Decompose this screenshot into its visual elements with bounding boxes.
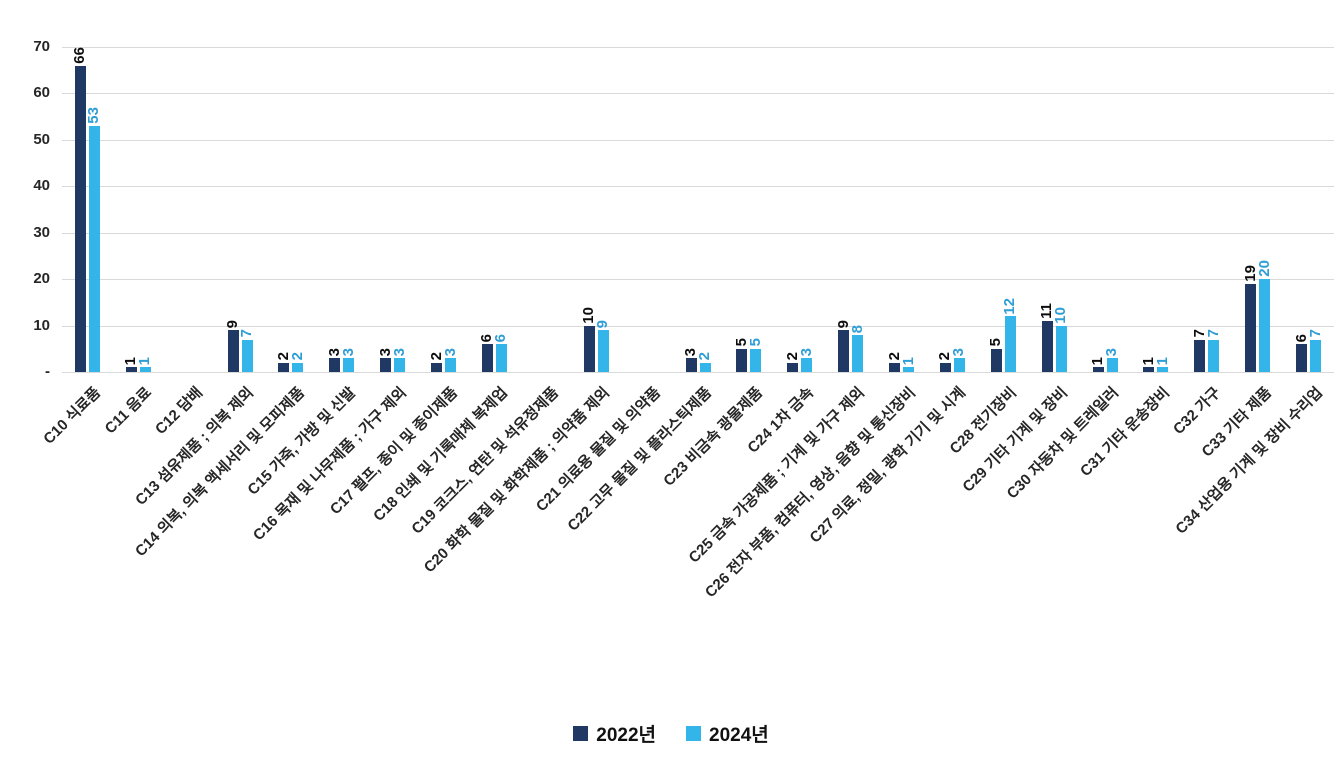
bar-series-2 (292, 362, 304, 372)
gridline (62, 186, 1334, 188)
bar-series-2 (343, 358, 355, 372)
legend-swatch (686, 726, 701, 741)
legend-label: 2024년 (709, 725, 769, 746)
value-label: 7 (1306, 329, 1324, 338)
value-label: 5 (987, 338, 1005, 347)
bar-series-2 (1055, 325, 1067, 372)
legend-swatch (573, 726, 589, 741)
y-axis-tick-label: 40 (33, 177, 50, 195)
gridline (62, 93, 1334, 95)
bar-series-1 (74, 65, 86, 372)
value-label: 1 (899, 357, 917, 366)
bar-series-1 (227, 330, 239, 372)
bar-series-2 (903, 367, 915, 372)
bar-series-2 (241, 339, 253, 372)
y-axis-tick-label: 60 (33, 84, 50, 102)
bar-series-1 (1245, 283, 1257, 372)
value-label: 1 (1089, 357, 1107, 366)
value-label: 3 (441, 347, 459, 357)
bar-series-2 (139, 367, 151, 372)
value-label: 1 (1153, 357, 1171, 366)
y-axis-tick-label: 30 (33, 223, 50, 241)
gridline (62, 372, 1334, 373)
value-label: 3 (1103, 347, 1121, 357)
bar-series-1 (1143, 367, 1155, 372)
gridline (62, 325, 1334, 327)
value-label: 53 (85, 107, 103, 124)
value-label: 7 (238, 329, 256, 338)
value-label: 12 (1001, 297, 1019, 315)
bar-series-2 (445, 358, 457, 372)
bar-series-2 (394, 358, 406, 372)
bar-series-2 (88, 125, 100, 372)
value-label: 20 (1255, 260, 1273, 278)
y-axis-tick-label: 50 (33, 130, 50, 148)
bar-series-1 (685, 358, 697, 372)
bar-series-2 (597, 330, 609, 372)
bar-series-1 (431, 362, 443, 372)
bar-series-2 (1157, 367, 1169, 372)
bar-series-1 (380, 358, 392, 372)
bar-series-1 (583, 325, 595, 372)
bar-series-1 (1194, 339, 1206, 372)
bar-series-1 (125, 367, 137, 372)
bar-series-2 (699, 362, 711, 372)
value-label: 3 (797, 347, 815, 357)
bar-series-1 (1092, 367, 1104, 372)
bar-series-2 (1106, 358, 1118, 372)
bar-series-1 (939, 362, 951, 372)
value-label: 10 (1052, 306, 1070, 324)
bar-series-1 (1041, 320, 1053, 372)
y-axis-tick-label: 20 (33, 270, 50, 288)
legend-item: 2022년 (573, 720, 656, 747)
value-label: 7 (1204, 329, 1222, 338)
value-label: 8 (848, 324, 866, 333)
y-axis-tick-label: 10 (33, 316, 50, 334)
gridline (62, 47, 1334, 48)
bar-series-2 (750, 348, 762, 372)
bar-series-1 (1296, 344, 1308, 372)
value-label: 66 (71, 46, 89, 64)
value-label: 5 (746, 338, 764, 347)
bar-series-1 (990, 348, 1002, 372)
bar-series-1 (787, 362, 799, 372)
bar-series-2 (1310, 339, 1322, 372)
bar-series-1 (736, 348, 748, 372)
bar-series-2 (1259, 279, 1271, 372)
bar-series-2 (1208, 339, 1220, 372)
legend-item: 2024년 (686, 720, 769, 747)
chart-legend: 2022년 2024년 (0, 720, 1342, 747)
bar-series-1 (278, 362, 290, 372)
bar-series-1 (889, 362, 901, 372)
bar-series-1 (838, 330, 850, 372)
value-label: 1 (136, 357, 154, 366)
bar-series-1 (481, 344, 493, 372)
value-label: 2 (288, 352, 306, 361)
bar-series-2 (1004, 316, 1016, 372)
bar-series-2 (495, 344, 507, 372)
y-axis-tick-label: - (45, 363, 50, 380)
bar-series-1 (329, 358, 341, 372)
value-label: 3 (339, 347, 357, 357)
value-label: 9 (594, 319, 612, 329)
gridline (62, 232, 1334, 234)
value-label: 3 (950, 347, 968, 357)
value-label: 3 (390, 347, 408, 357)
gridline (62, 279, 1334, 281)
bar-series-2 (801, 358, 813, 372)
value-label: 6 (492, 333, 510, 343)
bar-series-2 (852, 334, 864, 372)
value-label: 2 (696, 352, 713, 361)
value-label: 9 (224, 319, 242, 329)
legend-label: 2022년 (596, 725, 656, 746)
y-axis-tick-label: 70 (33, 38, 50, 55)
bar-series-2 (953, 358, 965, 372)
gridline (62, 139, 1334, 141)
